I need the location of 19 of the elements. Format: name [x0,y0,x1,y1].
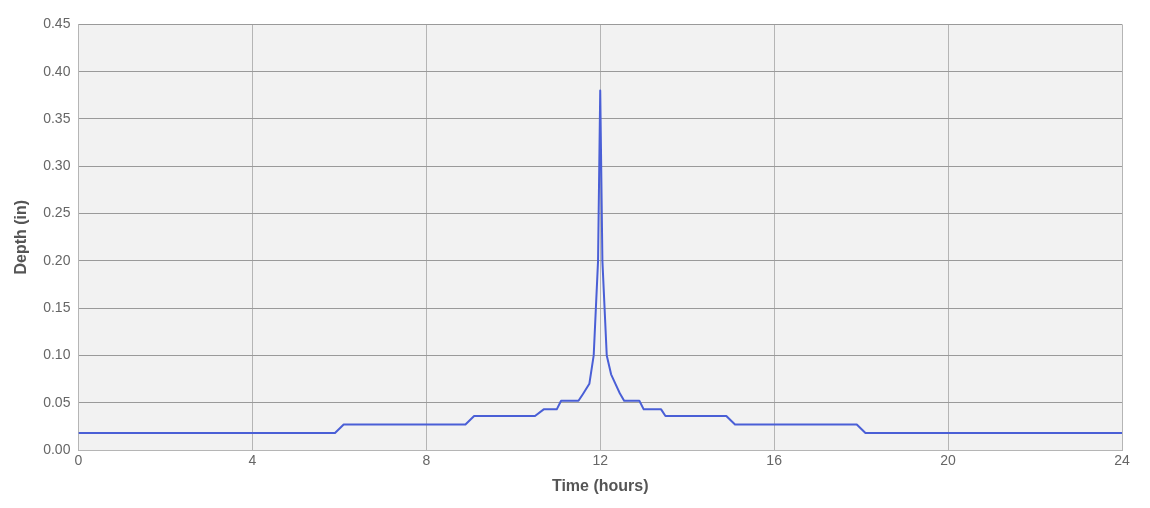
y-tick-label: 0.35 [43,109,71,126]
y-tick-label: 0.25 [43,204,71,221]
y-tick-label: 0.20 [43,251,71,268]
y-tick-label: 0.00 [43,440,71,457]
x-tick-label: 4 [248,452,257,469]
x-tick-label: 12 [592,452,609,469]
y-tick-label: 0.15 [43,298,71,315]
x-tick-label: 8 [422,452,431,469]
y-tick-label: 0.05 [43,393,71,410]
y-tick-label: 0.45 [43,15,71,32]
y-tick-label: 0.10 [43,346,71,363]
y-tick-label: 0.30 [43,157,71,174]
x-tick-label: 24 [1114,452,1130,469]
y-tick-label: 0.40 [43,62,71,79]
x-tick-label: 20 [940,452,957,469]
y-axis-title: Depth (in) [12,199,30,275]
x-axis-title: Time (hours) [551,476,649,494]
x-tick-label: 16 [766,452,783,469]
x-tick-label: 0 [74,452,83,469]
